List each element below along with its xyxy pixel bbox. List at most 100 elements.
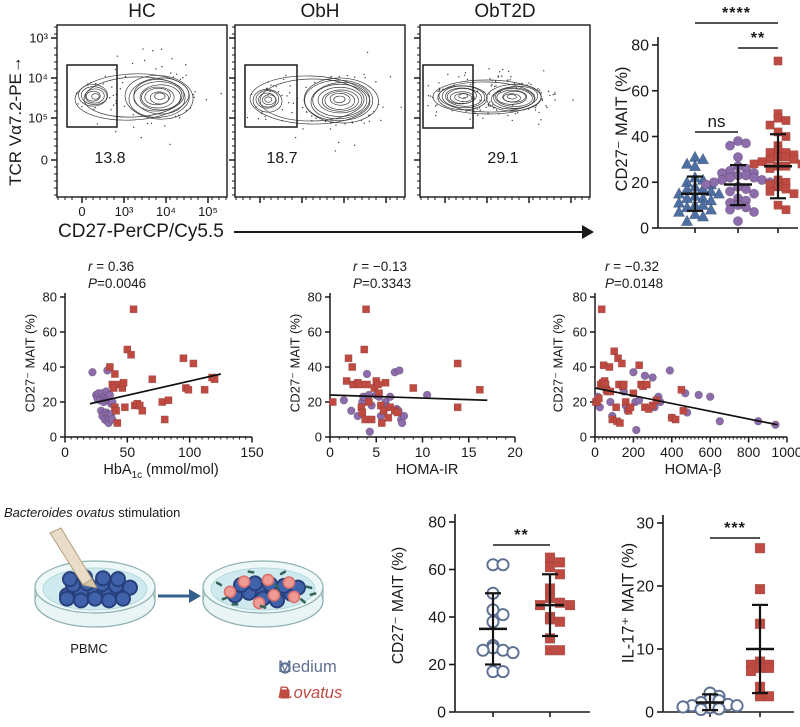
svg-text:0: 0 [61,444,69,460]
data-points [328,305,484,436]
mean-error-bars [479,573,564,666]
flow-y-axis-label-text: TCR Vα7.2-PE [6,73,25,186]
svg-text:10³: 10³ [115,204,134,219]
svg-text:20: 20 [507,444,523,460]
svg-text:20: 20 [636,579,654,596]
svg-text:20: 20 [308,395,322,410]
svg-text:0: 0 [41,153,48,168]
svg-text:10³: 10³ [29,31,48,46]
homa-beta-stats: r = −0.32 P=0.0148 [605,258,663,292]
r-symbol: r [88,259,93,274]
hba1c-ylabel: CD27⁻ MAIT (%) [22,313,38,413]
svg-text:600: 600 [699,444,723,460]
svg-text:100: 100 [178,444,202,460]
legend-medium-label: Medium [278,658,337,676]
svg-text:60: 60 [428,562,446,579]
homa-ir-scatter-canvas: 0 20 40 60 80 0 5 10 15 20 [308,290,523,461]
svg-text:10: 10 [415,444,431,460]
homa-beta-ylabel: CD27⁻ MAIT (%) [550,313,566,413]
gate-rectangle [422,64,474,129]
legend-item-medium: Medium [278,658,337,677]
svg-text:0: 0 [645,705,654,722]
data-points [88,305,219,428]
svg-text:40: 40 [573,360,587,375]
svg-text:10⁵: 10⁵ [198,204,218,219]
axes: 0 20 40 60 80 [428,514,590,722]
flow-title-obt2d: ObT2D [474,1,536,22]
hba1c-xlabel: HbA1c (mmol/mol) [66,462,256,481]
svg-text:20: 20 [631,175,649,192]
cd27-stim-dotplot-canvas: 0 20 40 60 80 ** [428,514,590,722]
svg-text:0: 0 [437,705,446,722]
petri-dish-pbmc [34,527,156,628]
up-arrow-icon: → [6,56,25,74]
r-symbol: r [605,259,610,274]
svg-text:60: 60 [43,325,57,340]
hba1c-stats: r = 0.36 P=0.0046 [88,258,146,292]
cd27-group-ylabel: CD27⁻ MAIT (%) [613,66,631,192]
p-symbol: P [88,276,98,291]
contour-population [432,79,542,115]
svg-text:0: 0 [50,430,57,445]
r-symbol: r [353,259,358,274]
regression-line [329,394,488,402]
r-value: = −0.32 [609,259,660,274]
dish-graphic [202,560,324,628]
stimulation-title-species: Bacteroides ovatus [4,505,115,520]
regression-line [594,387,778,426]
svg-text:1000: 1000 [771,444,800,460]
significance-annotations: ****** ns [695,5,778,133]
svg-text:10⁵: 10⁵ [28,111,48,126]
svg-text:80: 80 [573,290,587,305]
axes [229,24,406,203]
svg-text:***: *** [724,520,746,537]
svg-text:0: 0 [580,430,587,445]
axes [414,24,591,203]
svg-text:400: 400 [660,444,684,460]
data-points [672,56,800,227]
stimulation-title-rest: stimulation [114,505,181,520]
flow-x-axis-label: CD27-PerCP/Cy5.5 [58,221,595,243]
svg-text:60: 60 [573,325,587,340]
flow-y-axis-label: TCR Vα7.2-PE→ [6,16,26,226]
hba1c-scatter-canvas: 0 20 40 60 80 0 50 100 150 [43,290,264,461]
xlabel-sub: 1c [131,469,143,481]
data-points [476,552,576,679]
svg-text:60: 60 [308,325,322,340]
il17-stim-ylabel: IL-17⁺ MAIT (%) [619,542,638,664]
p-value: =0.0046 [97,276,147,291]
mean-error-bars [696,603,774,712]
xlabel-post: (mmol/mol) [142,462,219,478]
svg-text:40: 40 [308,360,322,375]
data-points [592,305,780,435]
significance-annotations: ** [493,527,550,546]
svg-text:50: 50 [120,444,136,460]
flow-plot-obt2d-canvas [414,24,591,203]
svg-text:0: 0 [78,204,85,219]
petri-dish-stimulated [202,560,324,628]
homa-beta-xlabel: HOMA-β [664,462,722,478]
p-symbol: P [353,276,363,291]
axes: 0 20 40 60 80 0 50 100 150 [43,290,264,461]
right-arrow-icon [233,225,595,239]
svg-text:150: 150 [240,444,264,460]
svg-text:20: 20 [43,395,57,410]
p-symbol: P [605,276,615,291]
svg-text:80: 80 [428,515,446,532]
gate-percent-obh: 18.7 [266,150,298,167]
svg-text:ns: ns [708,112,726,131]
cd27-stim-ylabel: CD27⁻ MAIT (%) [390,546,407,665]
dish-graphic [34,560,156,628]
svg-text:40: 40 [43,360,57,375]
p-value: =0.0148 [614,276,664,291]
svg-text:30: 30 [636,516,654,533]
axes: 0 20 40 60 80 [631,37,798,238]
flow-title-obh: ObH [300,1,340,22]
flow-title-hc: HC [128,1,156,22]
svg-text:40: 40 [428,610,446,627]
regression-line [89,373,222,405]
cd27-group-dotplot-canvas: 0 20 40 60 80 ****** ns [631,5,800,238]
il17-stim-dotplot-canvas: 0 10 20 30 *** [636,515,794,722]
svg-text:0: 0 [326,444,334,460]
